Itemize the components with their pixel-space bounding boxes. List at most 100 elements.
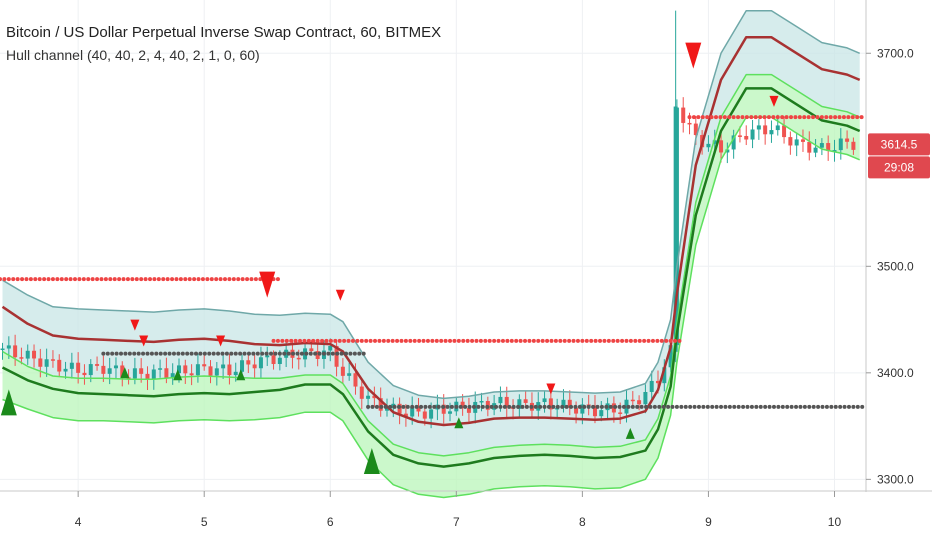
level-dot — [788, 115, 793, 120]
candle-body — [763, 125, 768, 135]
level-dot — [231, 277, 236, 282]
price-tick-label: 3700.0 — [877, 46, 914, 60]
candle-body — [542, 398, 547, 403]
level-dot — [370, 404, 375, 409]
level-dot — [273, 351, 278, 356]
level-dot — [470, 338, 475, 343]
time-axis[interactable]: 4 5 6 7 8 9 10 — [75, 491, 842, 529]
level-dot — [705, 404, 710, 409]
candle-body — [416, 407, 421, 412]
level-dot — [859, 115, 864, 120]
level-dot — [291, 351, 296, 356]
level-dot — [467, 404, 472, 409]
level-dot — [630, 404, 635, 409]
level-dot — [637, 338, 642, 343]
level-dot — [123, 351, 128, 356]
level-dot — [439, 338, 444, 343]
candle-body — [151, 369, 156, 380]
level-dot — [458, 404, 463, 409]
level-dot — [485, 404, 490, 409]
level-dot — [275, 338, 280, 343]
level-dot — [275, 277, 280, 282]
level-dot — [194, 351, 199, 356]
level-dot — [313, 351, 318, 356]
level-dot — [156, 277, 161, 282]
indicator-legend[interactable]: Hull channel (40, 40, 2, 4, 40, 2, 1, 0,… — [6, 47, 260, 63]
level-dot — [555, 404, 560, 409]
level-dot — [114, 351, 119, 356]
level-dot — [271, 338, 276, 343]
buy-signal-marker — [236, 369, 246, 381]
level-dot — [448, 338, 453, 343]
level-dot — [337, 338, 342, 343]
level-dot — [683, 404, 688, 409]
level-dot — [461, 338, 466, 343]
time-tick-label: 5 — [201, 515, 208, 529]
level-dot — [531, 338, 536, 343]
candle-body — [567, 399, 572, 408]
level-dot — [666, 404, 671, 409]
level-dot — [379, 404, 384, 409]
level-dot — [575, 338, 580, 343]
sell-signal-marker — [130, 319, 140, 331]
level-dot — [762, 115, 767, 120]
candle-body — [769, 130, 774, 135]
buy-signal-marker — [454, 417, 464, 429]
level-dot — [368, 338, 373, 343]
candle-body — [750, 129, 755, 140]
level-dot — [624, 338, 629, 343]
level-dot — [229, 351, 234, 356]
level-dot — [434, 338, 439, 343]
candle-body — [113, 365, 118, 369]
level-dot — [417, 338, 422, 343]
level-dot — [412, 338, 417, 343]
level-dot — [445, 404, 450, 409]
price-axis[interactable]: 3300.0 3400.0 3500.0 3700.0 — [866, 46, 914, 486]
level-dot — [218, 277, 223, 282]
candle-body — [448, 411, 453, 414]
sell-signal-marker — [335, 289, 345, 301]
level-dot — [112, 277, 117, 282]
level-dot — [119, 351, 124, 356]
level-dot — [421, 338, 426, 343]
level-dot — [842, 404, 847, 409]
level-dot — [664, 338, 669, 343]
level-dot — [571, 338, 576, 343]
level-dot — [567, 338, 572, 343]
level-dot — [591, 404, 596, 409]
level-dot — [523, 338, 528, 343]
level-dot — [364, 338, 369, 343]
level-dot — [798, 404, 803, 409]
level-dot — [224, 351, 229, 356]
level-dot — [749, 404, 754, 409]
candle-body — [441, 404, 446, 414]
level-dot — [476, 404, 481, 409]
candle-body — [88, 364, 93, 376]
candle-body — [372, 395, 377, 399]
candle-body — [170, 373, 175, 379]
level-dot — [811, 115, 816, 120]
level-dot — [598, 338, 603, 343]
level-dot — [335, 351, 340, 356]
level-dot — [284, 338, 289, 343]
level-dot — [405, 404, 410, 409]
level-dot — [710, 404, 715, 409]
level-dot — [595, 404, 600, 409]
level-dot — [815, 115, 820, 120]
level-dot — [73, 277, 78, 282]
candle-body — [252, 364, 257, 369]
level-dot — [11, 277, 16, 282]
level-dot — [722, 115, 727, 120]
level-dot — [240, 277, 245, 282]
level-dot — [414, 404, 419, 409]
candle-body — [214, 368, 219, 376]
level-dot — [308, 351, 313, 356]
level-dot — [246, 351, 251, 356]
candle-body — [145, 373, 150, 380]
level-dot — [59, 277, 64, 282]
level-dot — [700, 115, 705, 120]
level-dot — [514, 338, 519, 343]
level-dot — [306, 338, 311, 343]
level-dot — [86, 277, 91, 282]
level-dot — [330, 351, 335, 356]
